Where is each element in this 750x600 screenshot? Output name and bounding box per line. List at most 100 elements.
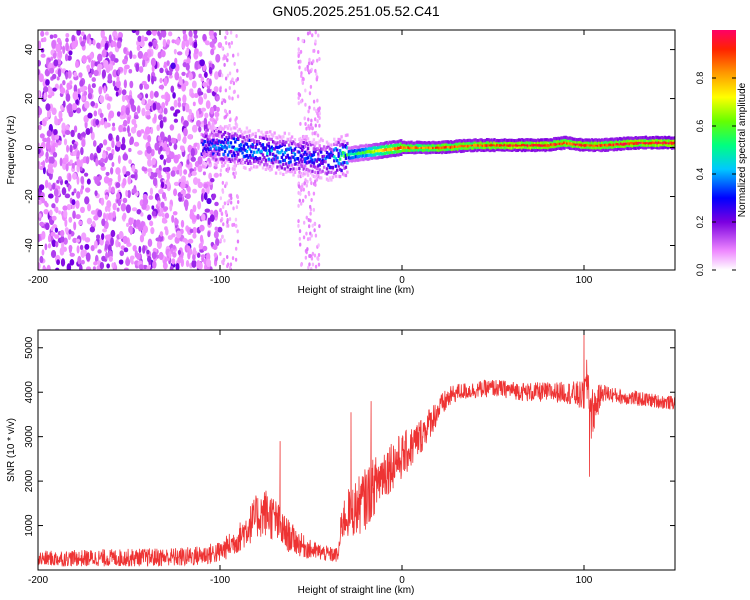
heatmap-cell [308, 236, 312, 241]
heatmap-cell [349, 146, 352, 151]
heatmap-cell [618, 136, 621, 141]
heatmap-cell [643, 139, 646, 143]
heatmap-cell [452, 142, 455, 146]
heatmap-cell [577, 147, 581, 152]
heatmap-cell [327, 155, 330, 159]
heatmap-cell [223, 62, 226, 67]
heatmap-cell [176, 170, 180, 175]
heatmap-cell [519, 143, 522, 147]
heatmap-cell [421, 148, 425, 153]
heatmap-cell [567, 136, 570, 141]
heatmap-cell [360, 151, 364, 155]
heatmap-cell [141, 107, 146, 117]
heatmap-cell [87, 92, 93, 100]
heatmap-cell [225, 156, 228, 160]
heatmap-cell [153, 113, 157, 123]
heatmap-cell [513, 147, 517, 152]
heatmap-cell [330, 154, 333, 158]
heatmap-cell [673, 138, 675, 142]
heatmap-cell [219, 168, 223, 173]
heatmap-cell [242, 144, 246, 148]
heatmap-cell [378, 145, 381, 149]
heatmap-cell [532, 140, 535, 144]
heatmap-cell [656, 146, 659, 150]
heatmap-cell [150, 57, 156, 67]
heatmap-cell [287, 163, 291, 167]
heatmap-cell [490, 146, 493, 150]
heatmap-cell [468, 143, 471, 147]
heatmap-cell [573, 142, 576, 146]
heatmap-cell [66, 144, 70, 153]
heatmap-cell [356, 149, 359, 153]
heatmap-cell [318, 168, 321, 172]
heatmap-cell [376, 143, 380, 147]
heatmap-cell [297, 219, 300, 224]
heatmap-cell [443, 140, 447, 144]
heatmap-cell [296, 162, 300, 167]
heatmap-cell [404, 150, 407, 155]
heatmap-cell [220, 157, 224, 161]
heatmap-cell [570, 138, 573, 143]
heatmap-cell [536, 145, 540, 150]
heatmap-cell [625, 141, 629, 145]
heatmap-cell [580, 143, 584, 147]
heatmap-cell [360, 154, 364, 158]
heatmap-cell [398, 149, 402, 153]
heatmap-cell [370, 156, 374, 160]
heatmap-cell [78, 220, 83, 226]
heatmap-cell [69, 80, 73, 86]
heatmap-cell [172, 244, 177, 250]
heatmap-cell [589, 146, 592, 150]
heatmap-cell [179, 167, 183, 177]
heatmap-cell [312, 138, 316, 142]
heatmap-cell [518, 147, 521, 152]
heatmap-cell [458, 139, 461, 143]
heatmap-cell [318, 163, 321, 167]
heatmap-cell [432, 148, 435, 152]
heatmap-cell [248, 154, 252, 158]
heatmap-cell [181, 40, 186, 50]
heatmap-cell [308, 153, 311, 157]
heatmap-cell [309, 153, 313, 157]
heatmap-cell [417, 140, 420, 144]
heatmap-cell [665, 141, 668, 145]
heatmap-cell [322, 154, 326, 158]
heatmap-cell [219, 218, 223, 223]
heatmap-cell [204, 112, 209, 119]
heatmap-cell [436, 148, 439, 152]
heatmap-cell [170, 106, 175, 111]
heatmap-cell [49, 67, 55, 74]
heatmap-cell [426, 141, 429, 145]
heatmap-cell [362, 153, 365, 158]
heatmap-cell [423, 150, 426, 154]
heatmap-cell [347, 156, 351, 160]
heatmap-cell [119, 250, 125, 257]
heatmap-cell [330, 170, 333, 175]
heatmap-cell [143, 83, 150, 90]
heatmap-cell [375, 146, 378, 150]
heatmap-cell [665, 145, 668, 149]
heatmap-cell [427, 150, 431, 154]
heatmap-cell [316, 111, 319, 116]
heatmap-cell [231, 77, 234, 82]
heatmap-cell [420, 143, 423, 148]
heatmap-cell [216, 140, 220, 144]
heatmap-cell [85, 127, 91, 135]
heatmap-cell [231, 136, 234, 140]
colorbar-gradient [712, 30, 736, 270]
heatmap-cell [46, 129, 52, 137]
heatmap-cell [548, 148, 551, 152]
heatmap-cell [427, 140, 431, 145]
heatmap-cell [157, 200, 161, 207]
heatmap-cell [107, 153, 114, 161]
heatmap-cell [113, 58, 119, 63]
heatmap-cell [439, 146, 442, 150]
heatmap-cell [542, 143, 546, 147]
heatmap-cell [456, 149, 460, 153]
heatmap-cell [156, 240, 162, 250]
heatmap-cell [555, 137, 559, 141]
heatmap-cell [289, 137, 292, 141]
heatmap-cell [622, 139, 626, 143]
heatmap-cell [282, 135, 285, 139]
heatmap-cell [305, 126, 308, 131]
